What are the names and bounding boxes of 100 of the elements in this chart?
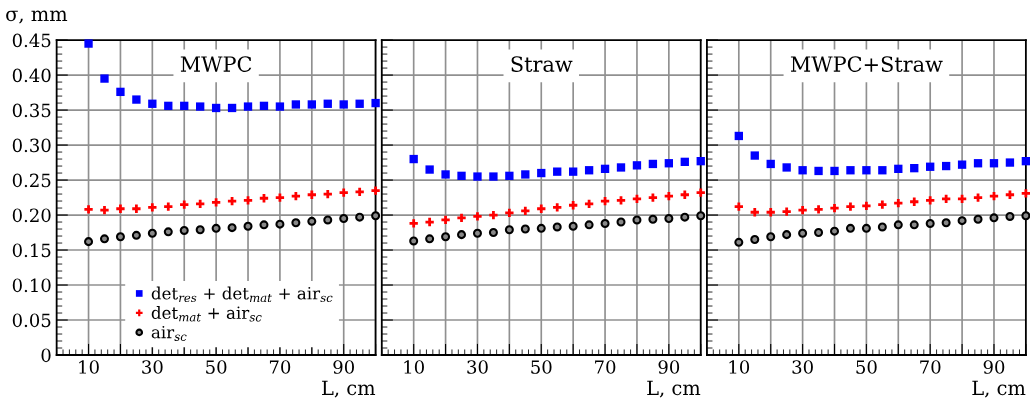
point <box>211 223 221 233</box>
point <box>489 172 498 181</box>
point <box>664 191 674 201</box>
point <box>339 188 348 197</box>
point <box>734 131 743 141</box>
point <box>115 232 125 242</box>
point <box>766 159 775 169</box>
point <box>275 102 285 111</box>
point <box>926 162 935 171</box>
point <box>846 166 855 175</box>
point <box>829 226 840 236</box>
y-tick-label: 0.25 <box>12 173 51 188</box>
y-tick-label: 0.35 <box>12 103 51 118</box>
point <box>696 211 706 221</box>
point <box>584 220 594 230</box>
y-tick-label: 0.10 <box>12 278 51 293</box>
point <box>259 220 269 230</box>
point <box>893 220 903 230</box>
x-tick-label: 50 <box>856 360 877 374</box>
point <box>355 212 365 222</box>
y-axis-title: σ, mm <box>6 10 68 24</box>
point <box>275 193 285 202</box>
point <box>163 227 173 237</box>
point <box>798 166 807 175</box>
point <box>989 159 999 168</box>
point <box>243 221 253 231</box>
point <box>568 201 578 210</box>
x-tick-label: 70 <box>269 360 291 374</box>
point <box>878 200 887 209</box>
point <box>211 103 221 113</box>
point <box>275 219 285 229</box>
point <box>910 163 919 173</box>
point <box>814 228 824 238</box>
point <box>425 234 435 244</box>
y-tick-label: 0.40 <box>12 68 51 83</box>
point <box>553 203 562 212</box>
point <box>291 218 301 228</box>
point <box>798 228 808 238</box>
point <box>339 214 349 224</box>
point <box>814 205 823 214</box>
point <box>148 203 157 212</box>
point <box>147 228 157 238</box>
point <box>1021 211 1030 221</box>
point <box>131 230 141 240</box>
point <box>457 230 467 240</box>
point <box>957 160 967 169</box>
legend-label: air$_{sc}$ <box>151 325 187 341</box>
point <box>814 166 823 176</box>
point <box>552 222 562 232</box>
point <box>307 190 316 199</box>
point <box>307 216 317 226</box>
x-tick-label: 30 <box>142 360 163 374</box>
point <box>537 204 546 213</box>
point <box>782 207 791 216</box>
point <box>116 87 125 97</box>
point <box>648 214 658 224</box>
point <box>553 167 562 176</box>
point <box>973 214 983 224</box>
point <box>520 224 530 234</box>
point <box>441 170 450 179</box>
point <box>782 230 792 240</box>
point <box>846 202 855 211</box>
x-tick-label: 90 <box>658 360 680 374</box>
x-axis-title: L, cm <box>647 380 701 398</box>
point <box>291 100 301 109</box>
point <box>259 101 269 111</box>
point <box>227 103 237 113</box>
point <box>164 101 173 111</box>
point <box>195 225 205 235</box>
point <box>750 208 759 217</box>
point <box>632 161 642 170</box>
point <box>750 235 760 245</box>
point <box>521 206 530 216</box>
point <box>862 166 871 175</box>
point <box>243 196 253 205</box>
point <box>973 159 983 168</box>
point <box>489 210 498 220</box>
point <box>180 200 189 209</box>
x-tick-label: 70 <box>920 360 941 374</box>
point <box>521 170 530 179</box>
point <box>845 223 855 233</box>
point <box>339 100 348 109</box>
point <box>925 218 935 228</box>
point <box>99 234 110 244</box>
point <box>473 212 482 221</box>
point <box>750 151 759 160</box>
point <box>84 237 94 247</box>
point <box>84 39 93 48</box>
point <box>488 228 498 238</box>
point <box>696 156 705 166</box>
point <box>989 213 999 223</box>
legend-label: det$_{mat}$ + air$_{sc}$ <box>151 306 262 322</box>
point <box>425 217 434 227</box>
point <box>196 199 205 209</box>
text: MWPC+Straw <box>790 56 943 72</box>
point <box>536 223 546 233</box>
point <box>664 159 674 168</box>
point <box>409 236 419 246</box>
point <box>616 217 626 227</box>
point <box>878 166 887 175</box>
